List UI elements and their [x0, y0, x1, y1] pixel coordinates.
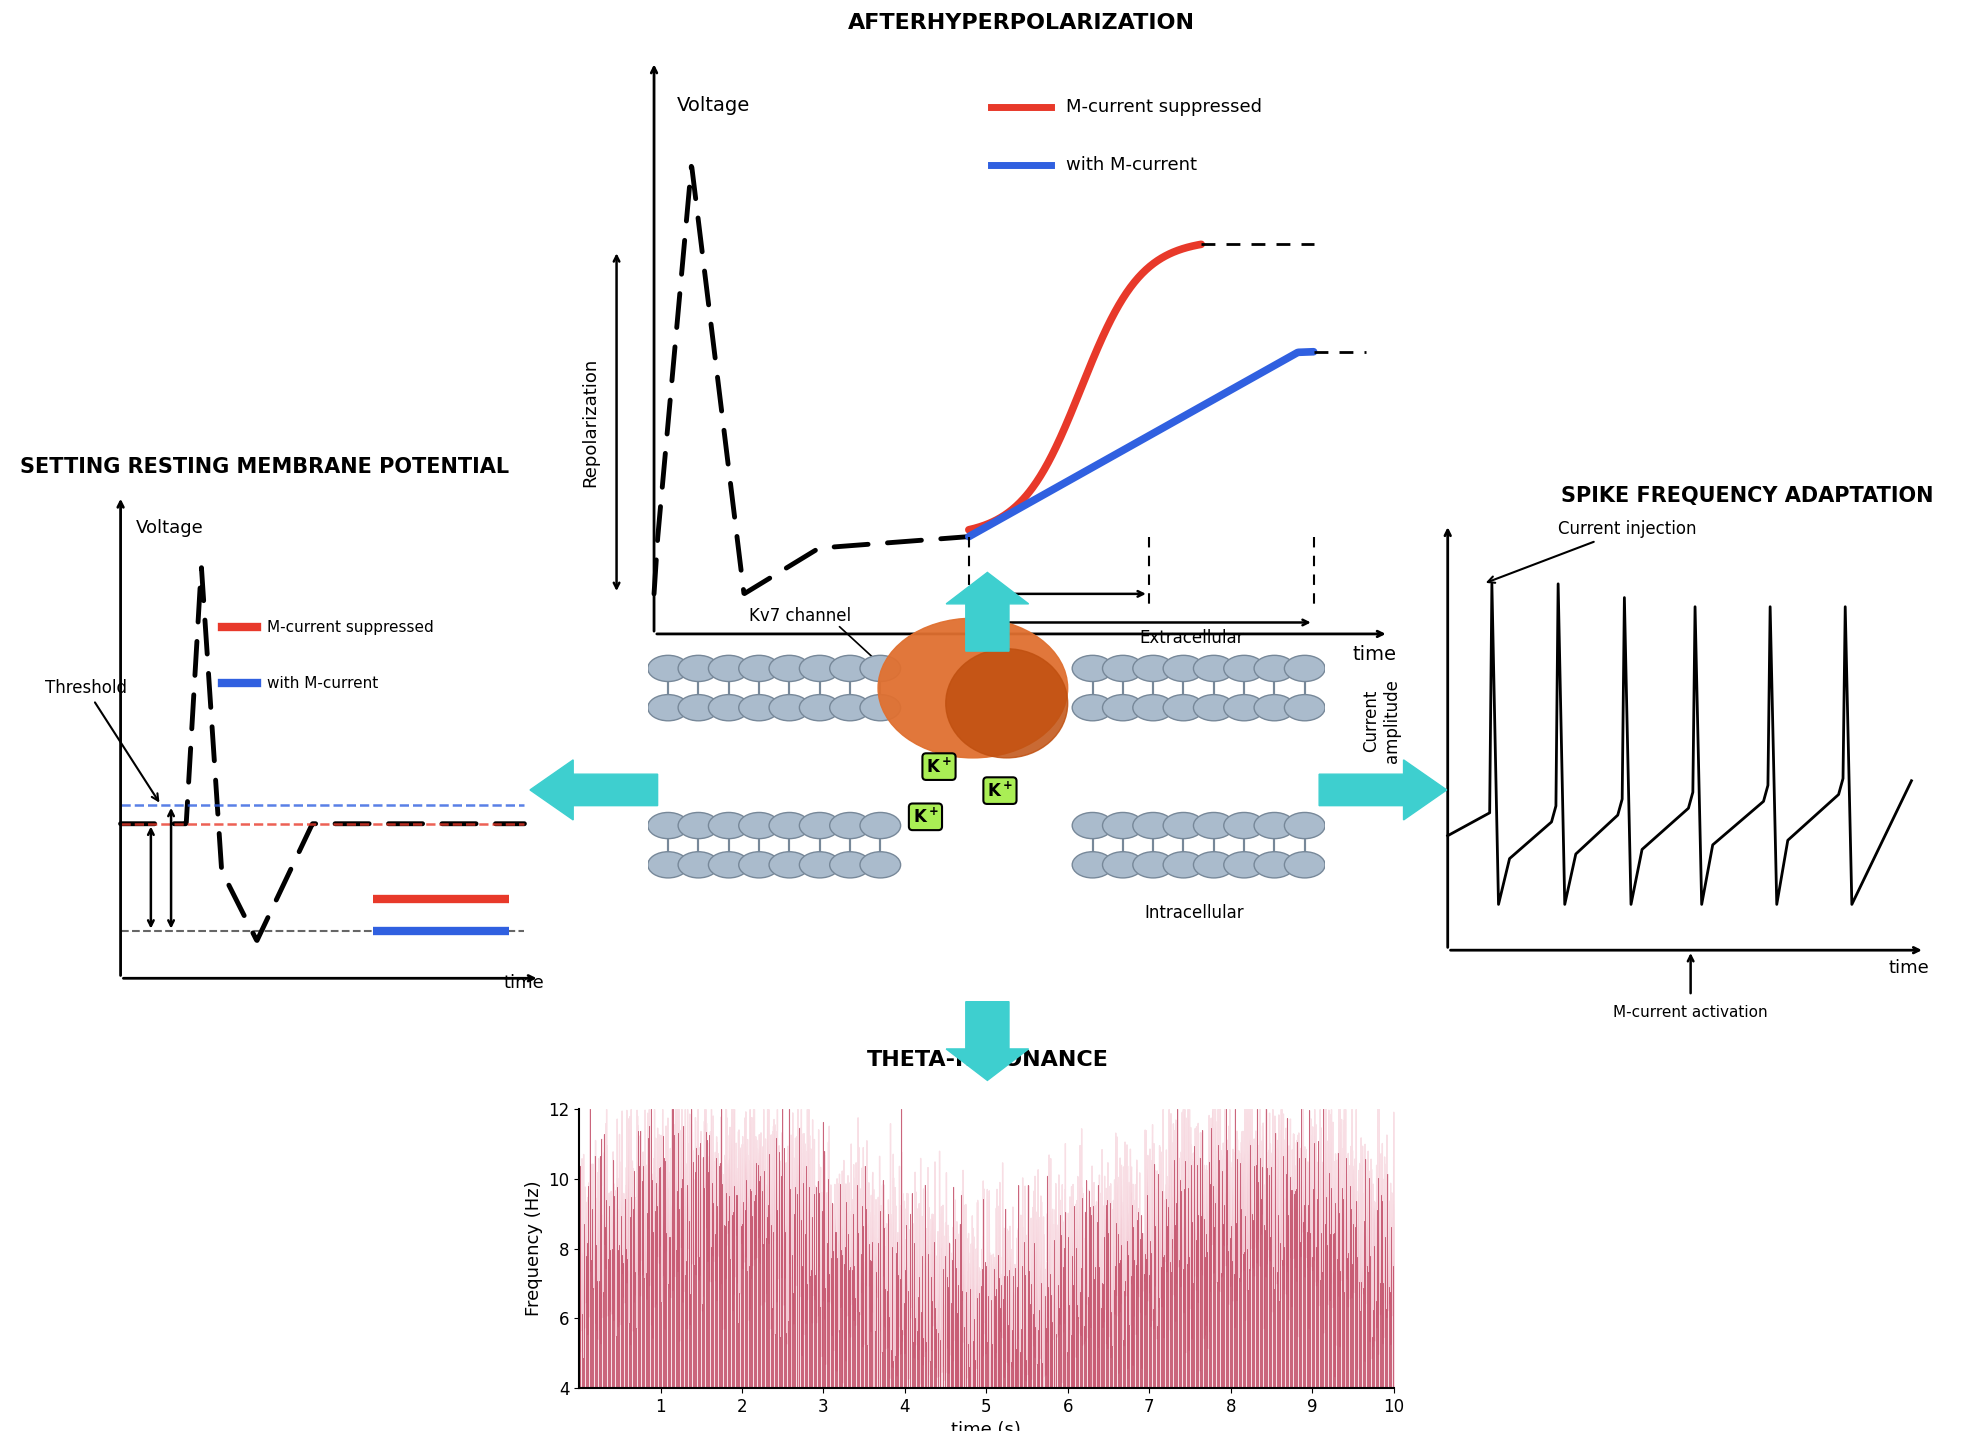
- Text: THETA-RESONANCE: THETA-RESONANCE: [866, 1050, 1109, 1070]
- Text: Kv7 channel: Kv7 channel: [750, 607, 852, 625]
- Text: $\mathbf{K^+}$: $\mathbf{K^+}$: [927, 757, 952, 776]
- Circle shape: [769, 851, 809, 877]
- Text: Voltage: Voltage: [677, 96, 750, 114]
- Circle shape: [677, 851, 718, 877]
- Circle shape: [1284, 694, 1325, 721]
- Circle shape: [738, 813, 779, 839]
- Circle shape: [1223, 813, 1264, 839]
- Circle shape: [1103, 851, 1142, 877]
- Circle shape: [1223, 851, 1264, 877]
- Y-axis label: Frequency (Hz): Frequency (Hz): [524, 1181, 542, 1317]
- Text: M-current suppressed: M-current suppressed: [267, 620, 434, 634]
- Circle shape: [1072, 813, 1113, 839]
- Text: Current injection: Current injection: [1488, 519, 1696, 582]
- Ellipse shape: [946, 648, 1068, 758]
- Circle shape: [1254, 851, 1296, 877]
- Circle shape: [738, 655, 779, 681]
- Text: $\mathbf{K^+}$: $\mathbf{K^+}$: [913, 807, 938, 827]
- Circle shape: [1194, 851, 1235, 877]
- Circle shape: [799, 655, 840, 681]
- Text: Voltage: Voltage: [135, 519, 204, 538]
- Circle shape: [860, 813, 901, 839]
- Circle shape: [1164, 813, 1203, 839]
- Circle shape: [860, 655, 901, 681]
- Text: time: time: [1353, 645, 1396, 664]
- Text: Intracellular: Intracellular: [1144, 904, 1245, 922]
- Circle shape: [709, 655, 750, 681]
- Circle shape: [1164, 851, 1203, 877]
- Circle shape: [1103, 813, 1142, 839]
- Circle shape: [1284, 813, 1325, 839]
- X-axis label: time (s): time (s): [952, 1421, 1021, 1431]
- Circle shape: [709, 813, 750, 839]
- Text: with M-current: with M-current: [267, 675, 379, 691]
- Text: SETTING RESTING MEMBRANE POTENTIAL: SETTING RESTING MEMBRANE POTENTIAL: [20, 456, 508, 477]
- Ellipse shape: [877, 618, 1068, 758]
- Circle shape: [1254, 694, 1296, 721]
- Circle shape: [648, 813, 689, 839]
- Text: time: time: [1888, 959, 1930, 977]
- Circle shape: [1194, 694, 1235, 721]
- Text: M-current suppressed: M-current suppressed: [1066, 99, 1262, 116]
- Circle shape: [677, 655, 718, 681]
- Circle shape: [1254, 813, 1296, 839]
- Circle shape: [648, 694, 689, 721]
- Circle shape: [830, 813, 870, 839]
- Text: with M-current: with M-current: [1066, 156, 1197, 173]
- Circle shape: [1133, 851, 1174, 877]
- Circle shape: [648, 851, 689, 877]
- Circle shape: [1223, 694, 1264, 721]
- Circle shape: [769, 813, 809, 839]
- Text: $\mathbf{K^+}$: $\mathbf{K^+}$: [987, 781, 1013, 800]
- Circle shape: [738, 851, 779, 877]
- Circle shape: [860, 694, 901, 721]
- Text: Current
amplitude: Current amplitude: [1362, 680, 1402, 763]
- Circle shape: [1133, 813, 1174, 839]
- Circle shape: [1072, 655, 1113, 681]
- Circle shape: [709, 694, 750, 721]
- Circle shape: [1254, 655, 1296, 681]
- Circle shape: [1194, 813, 1235, 839]
- Text: Repolarization: Repolarization: [581, 358, 599, 487]
- Circle shape: [648, 655, 689, 681]
- Circle shape: [799, 694, 840, 721]
- Circle shape: [769, 694, 809, 721]
- Text: time: time: [504, 973, 544, 992]
- Circle shape: [738, 694, 779, 721]
- Circle shape: [1223, 655, 1264, 681]
- Text: M-current activation: M-current activation: [1614, 1005, 1769, 1020]
- Text: SPIKE FREQUENCY ADAPTATION: SPIKE FREQUENCY ADAPTATION: [1561, 487, 1934, 507]
- Circle shape: [799, 851, 840, 877]
- Text: AFTERHYPERPOLARIZATION: AFTERHYPERPOLARIZATION: [848, 13, 1195, 33]
- Circle shape: [1072, 851, 1113, 877]
- Text: Threshold: Threshold: [45, 680, 159, 801]
- Circle shape: [799, 813, 840, 839]
- Text: Extracellular: Extracellular: [1139, 628, 1245, 647]
- Circle shape: [830, 851, 870, 877]
- Circle shape: [1284, 655, 1325, 681]
- Circle shape: [769, 655, 809, 681]
- Text: $\mathbf{K^+}$: $\mathbf{K^+}$: [972, 602, 1001, 621]
- Circle shape: [1194, 655, 1235, 681]
- Circle shape: [1103, 694, 1142, 721]
- Circle shape: [677, 813, 718, 839]
- Circle shape: [1072, 694, 1113, 721]
- Circle shape: [1164, 655, 1203, 681]
- Circle shape: [1133, 694, 1174, 721]
- Circle shape: [1164, 694, 1203, 721]
- Circle shape: [860, 851, 901, 877]
- Circle shape: [1284, 851, 1325, 877]
- Circle shape: [830, 655, 870, 681]
- Circle shape: [709, 851, 750, 877]
- Circle shape: [830, 694, 870, 721]
- Circle shape: [1133, 655, 1174, 681]
- Circle shape: [677, 694, 718, 721]
- Circle shape: [1103, 655, 1142, 681]
